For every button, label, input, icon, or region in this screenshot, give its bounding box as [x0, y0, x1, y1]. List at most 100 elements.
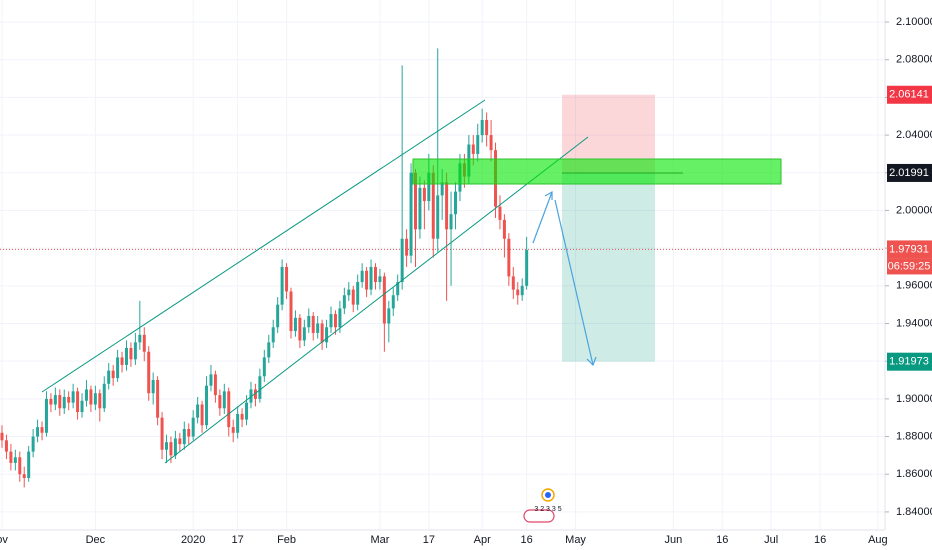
candle-body	[525, 250, 529, 286]
candle-body	[342, 295, 346, 309]
candle-body	[360, 270, 364, 283]
x-tick-label: Dec	[86, 534, 106, 546]
candle-body	[182, 429, 186, 445]
candle-body	[511, 276, 515, 290]
candle-body	[320, 323, 324, 343]
y-tick-label: 2.04000	[896, 129, 932, 141]
candle-body	[27, 451, 31, 478]
candle-body	[222, 391, 226, 409]
candle-body	[480, 120, 484, 136]
candle-body	[116, 357, 120, 379]
candle-body	[84, 389, 88, 401]
x-tick-label: Aug	[868, 534, 888, 546]
candle-body	[58, 395, 62, 409]
candle-body	[124, 347, 128, 365]
candle-body	[387, 308, 391, 324]
candle-body	[489, 135, 493, 151]
candle-body	[440, 182, 444, 196]
candle-body	[200, 404, 204, 426]
candle-body	[311, 315, 315, 333]
candle-body	[22, 474, 26, 478]
trend-line[interactable]	[164, 136, 589, 464]
candle-body	[267, 342, 271, 358]
candle-body	[507, 238, 511, 277]
candle-body	[329, 314, 333, 328]
price-tag	[887, 352, 932, 371]
candle-body	[151, 380, 155, 394]
drawings	[41, 99, 782, 523]
x-tick-label: 17	[423, 534, 435, 546]
y-tick-label: 1.88000	[896, 430, 932, 442]
x-tick-label: 16	[521, 534, 533, 546]
candle-body	[187, 429, 191, 437]
candle-body	[356, 282, 360, 305]
candle-body	[120, 357, 124, 365]
candle-body	[298, 317, 302, 341]
candle-body	[231, 427, 235, 433]
candle-body	[67, 396, 71, 403]
candle-body	[18, 457, 22, 475]
candle-body	[13, 457, 17, 463]
candle-body	[302, 327, 306, 341]
candle-body	[445, 182, 449, 230]
x-tick-label: 2020	[181, 534, 205, 546]
candle-body	[413, 172, 417, 230]
countdown-label: 06:59:25	[888, 260, 931, 272]
candle-body	[53, 395, 57, 405]
candle-body	[98, 393, 102, 409]
candle-body	[173, 438, 177, 456]
candle-body	[107, 370, 111, 384]
x-tick-label: Mar	[370, 534, 389, 546]
x-tick-label: May	[565, 534, 586, 546]
candle-body	[498, 206, 502, 220]
y-tick-label: 1.86000	[896, 468, 932, 480]
price-tag-label: 1.91973	[889, 356, 929, 368]
candle-body	[454, 191, 458, 215]
candle-body	[76, 391, 80, 413]
candle-body	[347, 289, 351, 296]
candle-body	[427, 172, 431, 202]
candle-body	[409, 172, 413, 256]
trend-line[interactable]	[41, 99, 486, 393]
candle-body	[4, 440, 8, 452]
x-tick-label: Apr	[474, 534, 491, 546]
candle-body	[378, 276, 382, 283]
arrow[interactable]	[554, 199, 594, 366]
candle-body	[307, 315, 311, 328]
candle-body	[89, 389, 93, 405]
candle-body	[133, 342, 137, 360]
candle-body	[62, 396, 66, 409]
candle-body	[165, 442, 169, 450]
x-tick-label: 16	[716, 534, 728, 546]
price-tag-label: 2.06141	[889, 89, 929, 101]
candle-body	[280, 266, 284, 305]
arrow[interactable]	[532, 191, 553, 244]
candle-body	[369, 266, 373, 290]
candle-body	[191, 417, 195, 437]
y-tick-label: 2.10000	[896, 16, 932, 28]
candle-body	[293, 317, 297, 332]
candle-body	[213, 374, 217, 396]
candle-body	[138, 334, 142, 343]
candle-body	[71, 391, 75, 403]
y-tick-label: 2.00000	[896, 204, 932, 216]
candle-body	[351, 289, 355, 305]
candle-body	[400, 238, 404, 283]
grid	[0, 0, 885, 530]
candle-body	[36, 427, 40, 437]
candle-body	[249, 389, 253, 403]
drawings	[0, 94, 885, 362]
event-group[interactable]	[523, 509, 555, 523]
price-tag	[887, 240, 932, 259]
candle-body	[80, 400, 84, 413]
candle-body	[405, 238, 409, 256]
candle-body	[262, 357, 266, 377]
candle-body	[502, 219, 506, 239]
candle-body	[209, 374, 213, 386]
event-icon-dot	[545, 492, 551, 498]
supply-zone[interactable]	[412, 158, 782, 185]
candle-body	[285, 266, 289, 292]
y-tick-label: 2.08000	[896, 54, 932, 66]
candle-body	[240, 413, 244, 420]
